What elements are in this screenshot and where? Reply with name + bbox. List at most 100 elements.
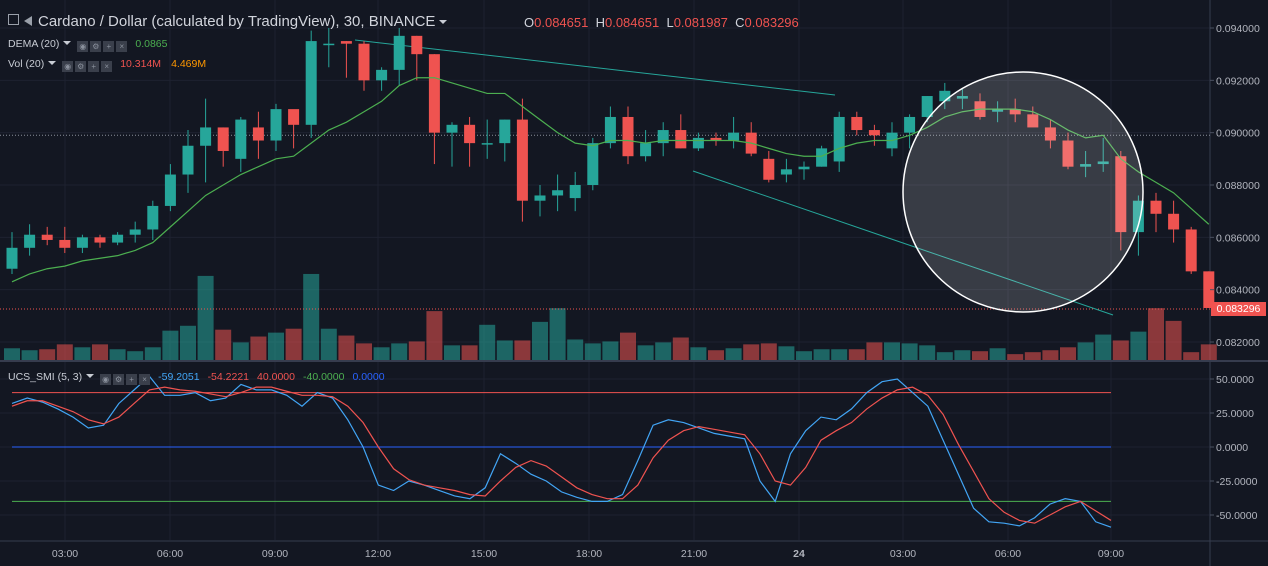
settings-icon: ⚙ bbox=[75, 61, 87, 72]
time-axis-label: 12:00 bbox=[365, 548, 391, 560]
candle-body bbox=[868, 130, 880, 136]
candle-body bbox=[182, 145, 194, 175]
collapse-icon[interactable] bbox=[8, 14, 19, 25]
low-value: 0.081987 bbox=[673, 15, 728, 30]
volume-bar bbox=[338, 335, 355, 360]
volume-bar bbox=[672, 337, 689, 360]
add-icon: + bbox=[88, 61, 100, 72]
resistance-trendline bbox=[354, 39, 836, 96]
candle-body bbox=[1115, 156, 1127, 233]
candle-body bbox=[76, 237, 88, 248]
volume-bar bbox=[584, 343, 601, 360]
volume-bar bbox=[1130, 331, 1147, 360]
candle-body bbox=[323, 43, 335, 46]
price-axis-label: 0.082000 bbox=[1216, 337, 1260, 349]
candle-body bbox=[587, 143, 599, 185]
indicator-buttons[interactable]: ◉ ⚙ + × bbox=[62, 58, 114, 72]
vol-label[interactable]: Vol (20) bbox=[8, 58, 45, 70]
settings-icon: ⚙ bbox=[90, 41, 102, 52]
chevron-down-icon[interactable] bbox=[48, 61, 57, 65]
chevron-down-icon[interactable] bbox=[86, 374, 95, 378]
candle-body bbox=[288, 109, 300, 125]
volume-bar bbox=[162, 330, 179, 360]
candle-body bbox=[904, 116, 916, 133]
candle-body bbox=[1044, 127, 1056, 141]
smi-zero-level: 0.0000 bbox=[352, 371, 385, 383]
smi-line bbox=[11, 375, 1112, 528]
price-axis-label: 0.092000 bbox=[1216, 75, 1260, 87]
smi-signal-line bbox=[11, 386, 1112, 524]
candle-body bbox=[622, 116, 634, 157]
smi-axis-label: -50.0000 bbox=[1216, 510, 1258, 522]
vol-legend[interactable]: Vol (20) ◉ ⚙ + × 10.314M 4.469M bbox=[8, 58, 206, 72]
volume-bar bbox=[1112, 340, 1129, 360]
candle-body bbox=[305, 41, 317, 125]
candle-body bbox=[1168, 213, 1180, 230]
volume-bar bbox=[796, 351, 812, 360]
volume-bar bbox=[303, 273, 320, 360]
indicator-buttons[interactable]: ◉ ⚙ + × bbox=[100, 371, 152, 385]
smi-legend[interactable]: UCS_SMI (5, 3) ◉ ⚙ + × -59.2051 -54.2221 40.000… bbox=[8, 371, 385, 385]
volume-bar bbox=[1095, 334, 1112, 360]
add-icon: + bbox=[126, 374, 138, 385]
open-label: O bbox=[524, 15, 535, 30]
volume-bar bbox=[391, 343, 408, 360]
chevron-down-icon[interactable] bbox=[63, 41, 72, 45]
time-axis-label: 21:00 bbox=[681, 548, 707, 560]
volume-bar bbox=[831, 349, 848, 360]
candle-body bbox=[340, 41, 352, 44]
time-axis-label: 06:00 bbox=[995, 548, 1021, 560]
candle-body bbox=[710, 137, 722, 141]
smi-axis-label: -25.0000 bbox=[1216, 476, 1258, 488]
candle-body bbox=[1027, 114, 1039, 128]
candle-body bbox=[129, 229, 141, 235]
volume-bar bbox=[1183, 352, 1200, 360]
chevron-down-icon[interactable] bbox=[439, 20, 448, 24]
candle-body bbox=[393, 35, 405, 70]
candle-body bbox=[112, 234, 124, 243]
time-axis-label: 06:00 bbox=[157, 548, 183, 560]
price-axis-label: 0.088000 bbox=[1216, 180, 1260, 192]
dema-legend[interactable]: DEMA (20) ◉ ⚙ + × 0.0865 bbox=[8, 38, 167, 52]
candle-body bbox=[534, 195, 546, 201]
candle-body bbox=[640, 143, 652, 157]
support-trendline bbox=[692, 170, 1114, 316]
back-arrow-icon[interactable] bbox=[24, 16, 32, 26]
volume-bar bbox=[514, 340, 531, 360]
candle-body bbox=[24, 234, 36, 248]
candle-body bbox=[464, 124, 476, 144]
high-label: H bbox=[595, 15, 605, 30]
volume-bar bbox=[1200, 344, 1217, 360]
volume-bar bbox=[972, 351, 988, 360]
ohlc-readout: O0.084651 H0.084651 L0.081987 C0.083296 bbox=[524, 15, 799, 30]
eye-icon: ◉ bbox=[77, 41, 89, 52]
candle-body bbox=[692, 137, 704, 149]
indicator-buttons[interactable]: ◉ ⚙ + × bbox=[77, 38, 129, 52]
vol-ma-value: 4.469M bbox=[171, 58, 207, 70]
candle-body bbox=[1062, 140, 1074, 167]
candle-body bbox=[147, 205, 159, 230]
smi-signal-value: -54.2221 bbox=[207, 371, 250, 383]
candle-body bbox=[833, 116, 845, 162]
volume-bar bbox=[232, 342, 249, 360]
volume-bar bbox=[127, 351, 144, 360]
volume-bar bbox=[285, 328, 302, 360]
price-axis-label: 0.090000 bbox=[1216, 128, 1260, 140]
candle-body bbox=[411, 35, 423, 55]
candle-body bbox=[939, 90, 951, 102]
volume-bar bbox=[215, 329, 232, 360]
volume-bar bbox=[936, 352, 953, 360]
candle-body bbox=[1097, 161, 1109, 165]
volume-bar bbox=[708, 350, 724, 360]
candle-body bbox=[816, 148, 828, 167]
volume-bar bbox=[848, 349, 865, 360]
dema-label[interactable]: DEMA (20) bbox=[8, 38, 60, 50]
smi-label[interactable]: UCS_SMI (5, 3) bbox=[8, 371, 83, 383]
candle-body bbox=[41, 234, 53, 240]
symbol-header[interactable]: Cardano / Dollar (calculated by TradingV… bbox=[8, 13, 453, 30]
volume-bar bbox=[602, 341, 619, 360]
candle-body bbox=[851, 116, 863, 131]
candle-body bbox=[376, 69, 388, 81]
symbol-title[interactable]: Cardano / Dollar (calculated by TradingV… bbox=[38, 13, 436, 30]
